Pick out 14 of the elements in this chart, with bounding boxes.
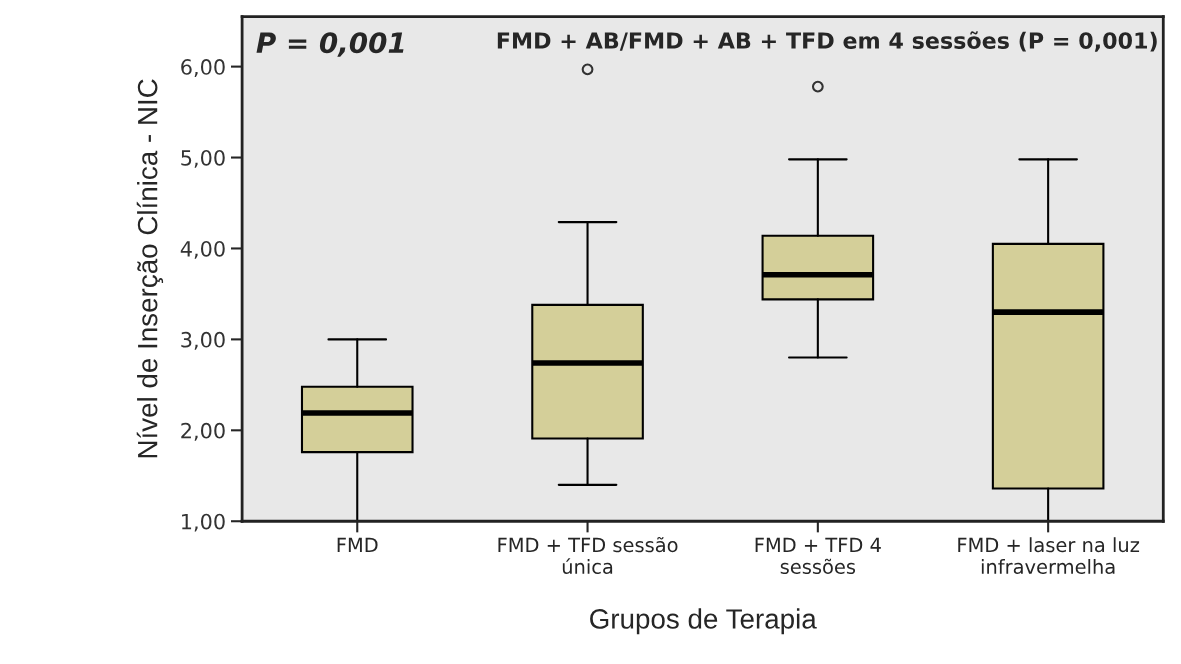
x-tick-label: FMD + TFD sessão única	[498, 536, 678, 575]
y-tick-label: 5,00	[181, 149, 225, 168]
x-tick-label: FMD + TFD 4 sessões	[755, 537, 881, 575]
x-tick-label: FMD	[337, 537, 378, 552]
x-tick-label: FMD + laser na luz infravermelha	[958, 537, 1140, 575]
y-tick-label: 4,00	[180, 240, 225, 259]
y-tick-label: 6,00	[181, 59, 225, 77]
annotation: P = 0,001	[256, 32, 404, 57]
y-tick-label: 1,00	[182, 513, 225, 532]
annotation: FMD + AB/FMD + AB + TFD em 4 sessões (P = 0,001)	[497, 31, 1157, 52]
y-tick-label: 3,00	[181, 331, 225, 350]
y-tick-label: 2,00	[181, 422, 225, 441]
y-axis-title: Nível de Inserção Clínica - NIC	[136, 79, 164, 458]
x-axis-title: Grupos de Terapia	[590, 608, 817, 635]
